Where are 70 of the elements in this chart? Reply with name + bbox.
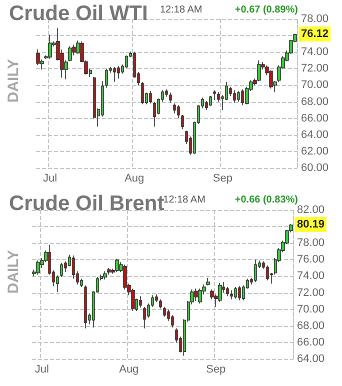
y-tick-label: 76.00 [297, 254, 325, 266]
x-tick-label: Aug [124, 172, 144, 184]
y-tick-label: 74.00 [301, 46, 329, 58]
candlestick [169, 92, 172, 104]
candlestick [254, 259, 257, 282]
candlestick [177, 104, 180, 119]
candlestick [84, 284, 87, 329]
candlestick [163, 306, 166, 318]
candlestick [234, 286, 237, 299]
y-tick-label: 74.00 [297, 270, 325, 282]
candlestick [230, 290, 233, 300]
y-tick-label: 66.00 [301, 112, 329, 124]
y-tick-label: 70.00 [301, 79, 329, 92]
candlestick [257, 60, 261, 82]
text: 12:18 AM [163, 194, 206, 206]
candlestick [139, 296, 142, 308]
y-tick-label: 64.00 [301, 128, 329, 141]
candlestick [209, 96, 212, 106]
candlestick [36, 48, 40, 66]
y-tick-label: 82.00 [297, 204, 325, 216]
candlestick [36, 260, 40, 275]
y-tick-label: 60.00 [301, 162, 329, 174]
candlestick [181, 114, 184, 130]
candlestick [159, 299, 162, 309]
candlestick [266, 265, 269, 281]
y-tick-label: 78.00 [297, 237, 325, 250]
candlestick [48, 34, 52, 60]
y-tick-label: 66.00 [297, 336, 325, 348]
chart-title: Crude Oil WTI [9, 2, 148, 25]
candlestick [206, 277, 210, 286]
x-tick-label: Sep [212, 172, 233, 184]
candlestick [213, 90, 216, 101]
text: +0.66 (0.83%) [234, 194, 298, 206]
candlestick [103, 270, 107, 280]
candlestick [153, 101, 156, 128]
candlestick [105, 68, 108, 88]
candlestick [149, 90, 152, 104]
x-tick-label: Jul [43, 172, 58, 184]
candlestick [143, 306, 146, 329]
y-tick-label: 62.00 [301, 145, 329, 158]
candlestick [56, 274, 59, 292]
candlestick [237, 90, 240, 102]
candlestick [198, 288, 202, 304]
y-tick-label: 70.00 [297, 303, 325, 316]
candlestick [68, 46, 72, 62]
y-tick-label: 72.00 [301, 62, 329, 75]
candlestick [141, 82, 144, 105]
candlestick [269, 70, 273, 89]
candlestick [238, 286, 241, 301]
y-tick-label: 68.00 [301, 96, 329, 108]
text: 12:18 AM [160, 4, 202, 16]
y-tick-label: 72.00 [297, 286, 325, 299]
x-tick-label: Sep [206, 364, 226, 376]
text: +0.67 (0.89%) [234, 4, 298, 16]
y-tick-label: 64.00 [297, 353, 325, 365]
y-axis-title: DAILY [5, 250, 22, 294]
candlestick [233, 90, 236, 104]
annotation: 76.12 [301, 28, 329, 40]
y-tick-label: 78.00 [301, 13, 329, 25]
annotation: 80.19 [297, 218, 325, 230]
candlestick [115, 258, 119, 272]
x-tick-label: Jul [34, 364, 49, 376]
y-axis-title: DAILY [5, 59, 22, 103]
candlestick [60, 262, 63, 278]
chart-title: Crude Oil Brent [9, 192, 164, 215]
x-tick-label: Aug [119, 364, 139, 376]
candlestick [194, 288, 198, 302]
candlestick [117, 66, 120, 79]
y-tick-label: 68.00 [297, 320, 325, 332]
candlestick [113, 66, 116, 82]
